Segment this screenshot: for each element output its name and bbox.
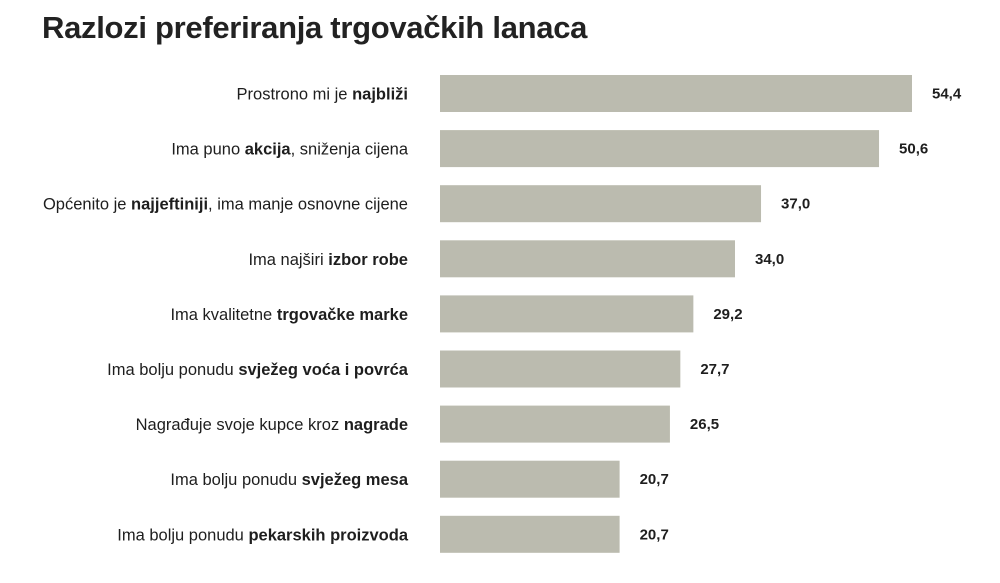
category-label-9: Ima bolju ponudu pekarskih proizvoda [117,526,409,544]
bar-3 [440,185,762,223]
value-label-8: 20,7 [640,471,669,488]
value-label-4: 34,0 [755,251,784,268]
value-label-2: 50,6 [899,141,928,158]
category-label-5: Ima kvalitetne trgovačke marke [170,306,408,324]
chart-title: Razlozi preferiranja trgovačkih lanaca [42,10,588,45]
bar-4 [440,240,735,278]
category-label-6: Ima bolju ponudu svježeg voća i povrća [107,361,409,379]
value-label-9: 20,7 [640,526,669,543]
category-label-4: Ima najširi izbor robe [248,251,408,269]
bar-9 [440,515,620,553]
bar-2 [440,130,880,168]
bar-7 [440,405,670,443]
bar-5 [440,295,694,333]
category-label-2: Ima puno akcija, sniženja cijena [171,141,408,159]
bar-8 [440,460,620,498]
value-label-6: 27,7 [700,361,729,378]
value-label-5: 29,2 [713,306,742,323]
value-label-7: 26,5 [690,416,719,433]
category-label-7: Nagrađuje svoje kupce kroz nagrade [136,416,408,434]
bar-1 [440,75,912,112]
value-label-1: 54,4 [932,86,962,103]
category-label-1: Prostrono mi je najbliži [237,86,408,104]
bar-6 [440,350,681,388]
value-label-3: 37,0 [781,196,810,213]
category-label-8: Ima bolju ponudu svježeg mesa [170,471,408,489]
category-label-3: Općenito je najjeftiniji, ima manje osno… [43,196,408,214]
